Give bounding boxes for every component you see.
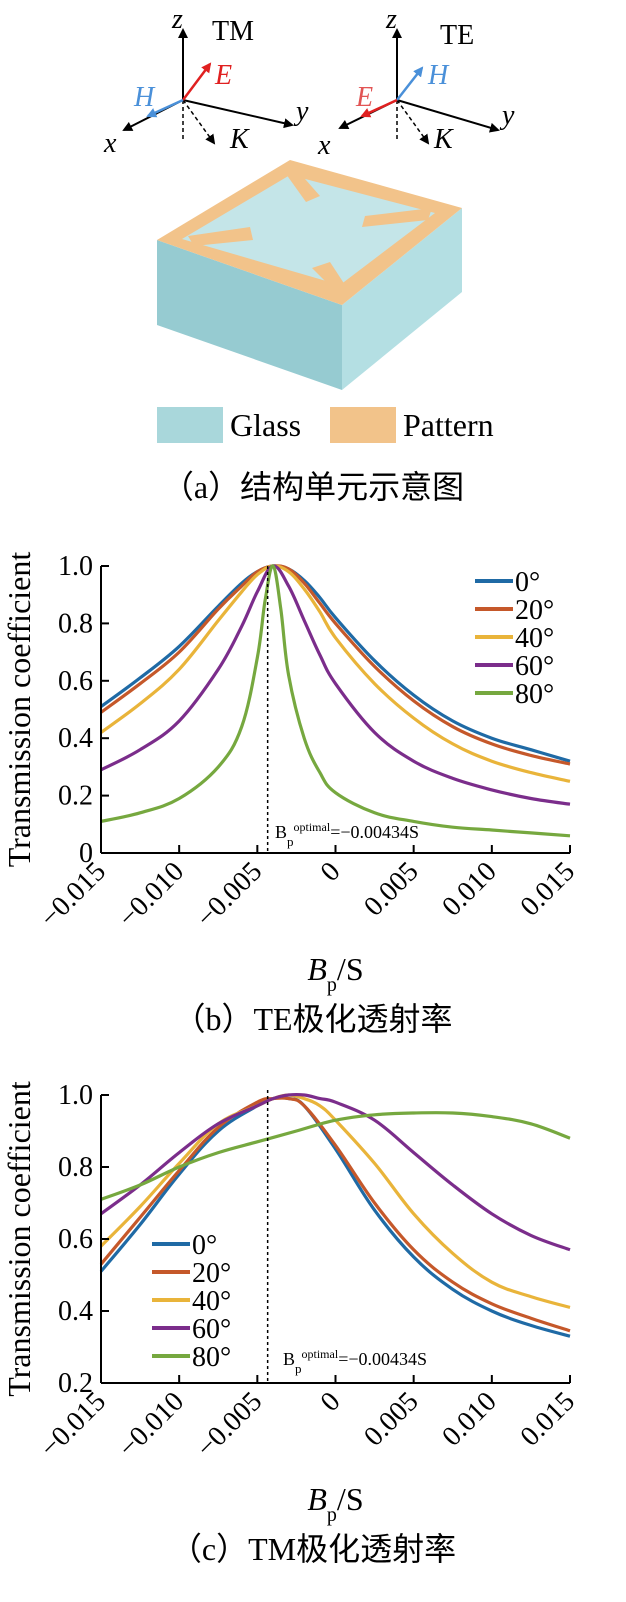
series-line-3 [100,564,571,806]
tm-z-label: z [171,4,183,35]
x-tick-label: 0.015 [514,1386,580,1452]
tm-k-label: K [229,124,250,155]
caption-b: （b）TE极化透射率 [173,1001,452,1037]
pattern-stub-bottom [312,262,347,292]
tm-e-vector [182,62,212,101]
caption-a: （a）结构单元示意图 [162,469,464,505]
series-line-0 [100,564,571,763]
x-tick-label: −0.010 [112,856,190,934]
y-axis-title: Transmission coefficient [1,552,37,868]
y-tick-label: 0.8 [58,608,93,639]
y-tick-label: 0.4 [58,1296,93,1327]
x-tick-label: −0.015 [34,856,112,934]
tm-axes: z TM E H y x K [103,4,309,159]
te-e-label: E [355,82,373,113]
x-axis-title: Bp/S [307,951,363,996]
series-line-2 [99,1093,571,1309]
te-e-vector [360,98,398,118]
series-line-1 [99,1096,571,1333]
legend-label-3: 60° [192,1314,231,1345]
optimal-annotation: Bpoptimal=−0.00434S [275,820,419,849]
legend-label-4: 80° [515,679,554,710]
legend-label-0: 0° [192,1230,217,1261]
y-tick-label: 0.6 [58,1224,93,1255]
y-tick-label: 0.8 [58,1152,93,1183]
legend-label-2: 40° [192,1286,231,1317]
y-tick-label: 0 [79,838,93,869]
te-mode-label: TE [440,20,474,51]
tm-h-label: H [133,82,156,113]
x-tick-label: 0.005 [358,856,424,922]
x-tick-label: 0 [315,1386,347,1418]
y-tick-label: 1.0 [58,1080,93,1111]
tm-y-label: y [293,96,309,127]
legend-label-3: 60° [515,651,554,682]
tm-y-axis [182,99,294,129]
series-line-4 [100,564,571,838]
y-axis-title: Transmission coefficient [1,1081,37,1397]
x-tick-label: 0.005 [358,1386,424,1452]
te-x-label: x [317,130,331,161]
tm-x-label: x [103,128,117,159]
te-k-vector [396,99,430,145]
unit-cell [157,160,462,390]
tm-k-vector [182,99,216,145]
pattern-stub-top [286,171,320,202]
panel-b-chart: 0 0.2 0.4 0.6 0.8 1.0 −0.015 −0.010 −0.005 0 0.005… [1,551,581,1037]
te-z-label: z [385,4,397,35]
x-tick-label: −0.010 [112,1386,190,1464]
te-y-label: y [499,100,515,131]
te-k-label: K [433,124,454,155]
legend-label-2: 40° [515,623,554,654]
caption-c: （c）TM极化透射率 [170,1531,456,1567]
series-line-3 [100,1092,571,1252]
material-legend: Glass Pattern [157,407,494,443]
x-tick-label: −0.005 [191,856,269,934]
x-tick-label: −0.005 [191,1386,269,1464]
y-tick-label: 0.6 [58,666,93,697]
panel-c-chart: 0.20.40.60.81.0−0.015 −0.010 −0.005 0 0.005 0… [1,1080,581,1567]
legend-label-4: 80° [192,1342,231,1373]
tm-e-label: E [214,60,232,91]
block-right-face [342,208,462,390]
x-axis-title: Bp/S [307,1481,363,1526]
tm-h-vector [146,98,184,118]
te-h-label: H [427,60,450,91]
y-tick-label: 0.2 [58,781,93,812]
series-line-2 [100,564,571,783]
pattern-stub-left [188,227,253,246]
legend-swatch-glass [157,407,223,443]
pattern-stub-right [362,208,432,227]
tm-mode-label: TM [212,16,254,47]
y-tick-label: 1.0 [58,551,93,582]
x-tick-label: 0 [315,856,347,888]
legend-label-1: 20° [515,595,554,626]
te-h-vector [396,66,424,101]
legend-label-pattern: Pattern [403,407,494,443]
legend-label-1: 20° [192,1258,231,1289]
series-line-4 [100,1111,571,1201]
panel-a: z TM E H y x K z TE H E y x K [103,4,515,505]
x-tick-label: 0.015 [514,856,580,922]
x-tick-label: 0.010 [436,1386,502,1452]
series-line-1 [100,564,571,766]
legend-label-0: 0° [515,567,540,598]
te-axes: z TE H E y x K [317,4,515,161]
te-y-axis [396,99,500,133]
x-tick-label: 0.010 [436,856,502,922]
y-tick-label: 0.4 [58,723,93,754]
legend-swatch-pattern [330,407,396,443]
legend-label-glass: Glass [230,407,301,443]
block-top-glass [182,175,435,285]
block-left-face [157,240,342,390]
y-tick-label: 0.2 [58,1368,93,1399]
optimal-annotation: Bpoptimal=−0.00434S [283,1347,427,1376]
